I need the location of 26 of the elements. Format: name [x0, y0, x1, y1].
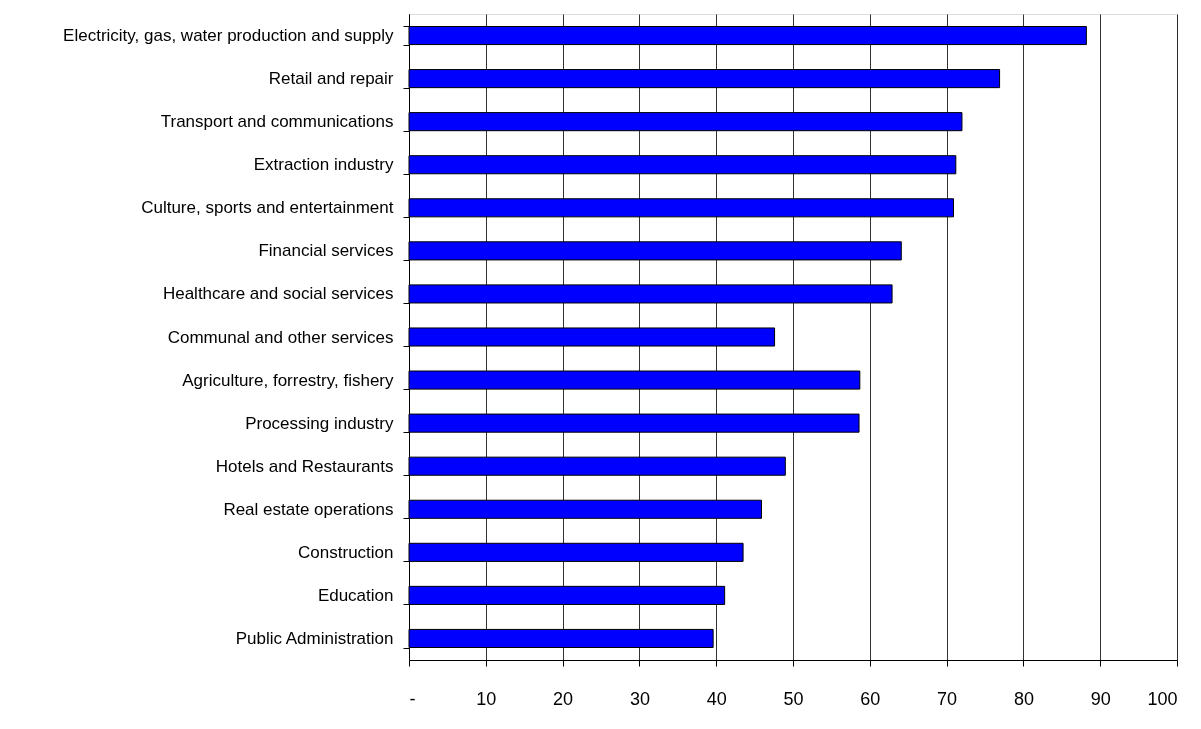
y-tick-label: Transport and communications [160, 112, 394, 132]
y-tick-label: Agriculture, forrestry, fishery [182, 370, 394, 390]
x-tick-label: 70 [937, 688, 958, 709]
y-tick-label: Public Administration [235, 628, 394, 648]
y-tick-label: Extraction industry [253, 155, 394, 175]
x-tick-label: 30 [629, 688, 650, 709]
y-tick-label: Education [317, 585, 394, 605]
x-tick-label: 80 [1013, 688, 1034, 709]
x-tick-label: 40 [706, 688, 727, 709]
x-tick-label: 50 [783, 688, 804, 709]
y-tick-label: Communal and other services [167, 327, 394, 347]
y-tick-label: Construction [298, 542, 394, 562]
x-tick-label: - [409, 688, 416, 709]
x-tick-label: 10 [476, 688, 497, 709]
y-tick-label: Culture, sports and entertainment [141, 198, 394, 218]
y-tick-label: Hotels and Restaurants [215, 456, 394, 476]
y-tick-label: Healthcare and social services [162, 284, 394, 304]
y-tick-label: Real estate operations [223, 499, 394, 519]
x-tick-label: 60 [860, 688, 881, 709]
x-tick-label: 90 [1090, 688, 1111, 709]
y-tick-label: Retail and repair [268, 69, 394, 89]
y-tick-label: Financial services [258, 241, 394, 261]
y-tick-label: Processing industry [245, 413, 394, 433]
x-tick-label: 20 [553, 688, 574, 709]
y-tick-label: Electricity, gas, water production and supply [63, 26, 394, 46]
x-tick-label: 100 [1147, 688, 1178, 709]
